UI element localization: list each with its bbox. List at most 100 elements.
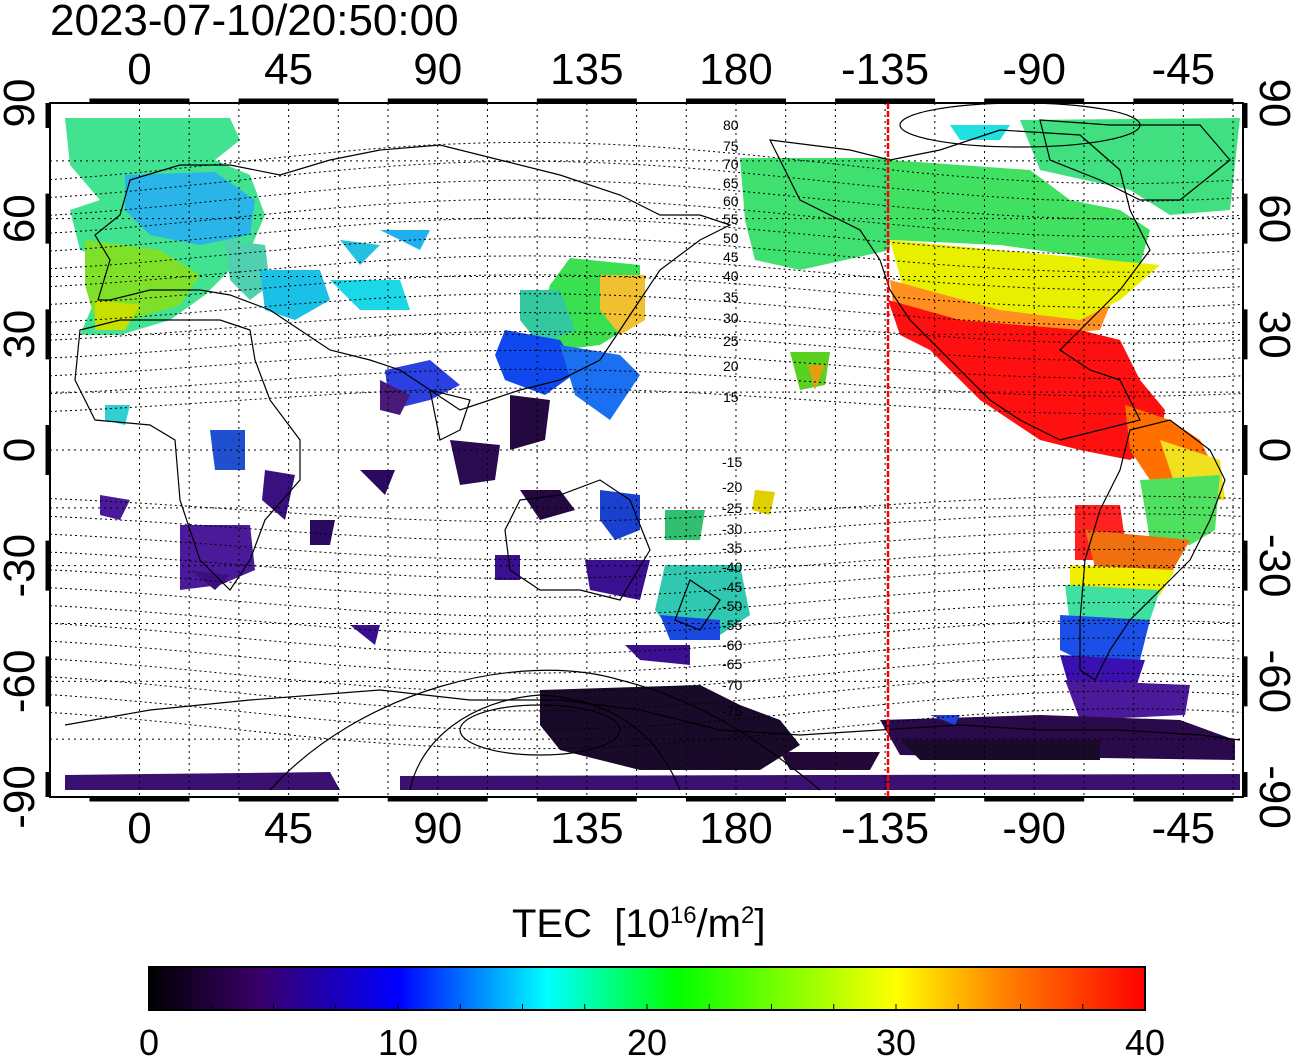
y-tick-label-left: -30 (0, 534, 44, 598)
colorbar-unit-suffix: ] (754, 902, 766, 946)
mlat-label: 15 (723, 389, 739, 405)
magnetic-latitude-contour (50, 368, 1243, 397)
x-tick-label-bottom: 45 (264, 804, 313, 853)
colorbar (148, 966, 1146, 1011)
magnetic-latitude-contour (50, 274, 1243, 309)
y-tick-label-left: 60 (0, 194, 44, 243)
magnetic-latitude-contour (50, 619, 1243, 655)
x-tick-label-top: -90 (1002, 45, 1066, 94)
magnetic-latitude-contour (50, 548, 1243, 580)
x-tick-label-bottom: -135 (841, 804, 929, 853)
colorbar-tick-label: 0 (139, 1022, 159, 1057)
mlat-label: 60 (723, 193, 739, 209)
magnetic-latitude-contour (50, 601, 1243, 636)
magnetic-latitude-contour (50, 655, 1243, 693)
magnetic-latitude-contour (50, 330, 1243, 362)
magnetic-pole-contour-south (459, 704, 621, 756)
x-tick-label-bottom: 0 (127, 804, 151, 853)
magnetic-latitude-labels: 80 75 70 65 60 55 50 45 40 35 30 25 20 15 -15 -20 -25 -30… (722, 117, 742, 719)
y-tick-label-right: 60 (1250, 194, 1294, 243)
magnetic-latitude-contour (50, 387, 1243, 415)
mlat-label: 45 (723, 249, 739, 265)
y-tick-label-right: -60 (1250, 650, 1294, 714)
y-tick-label-left: 90 (0, 79, 44, 128)
colorbar-unit-prefix: [10 (614, 902, 670, 946)
mlat-label: 55 (723, 211, 739, 227)
mlat-label: -75 (722, 703, 742, 719)
mlat-label: -15 (722, 454, 742, 470)
mlat-label: -30 (722, 521, 742, 537)
x-tick-label-top: 90 (413, 45, 462, 94)
colorbar-unit-mid: /m (696, 902, 741, 946)
magnetic-latitude-contour (50, 513, 1243, 542)
mlat-label: 20 (723, 358, 739, 374)
mlat-label: -50 (722, 598, 742, 614)
y-tick-label-left: -60 (0, 650, 44, 714)
magnetic-latitude-contour (50, 637, 1243, 674)
mlat-label: -60 (722, 637, 742, 653)
mlat-label: -55 (722, 617, 742, 633)
x-tick-label-top: 180 (699, 45, 772, 94)
magnetic-latitude-contour (50, 584, 1243, 617)
y-tick-label-left: 0 (0, 438, 44, 462)
magnetic-latitude-contour (50, 531, 1243, 561)
colorbar-title: TEC [1016/m2] (512, 902, 765, 947)
magnetic-latitude-contour (50, 566, 1243, 598)
x-tick-label-top: -45 (1152, 45, 1216, 94)
mlat-label: -35 (722, 540, 742, 556)
y-tick-label-right: -30 (1250, 534, 1294, 598)
mlat-label: -70 (722, 677, 742, 693)
magnetic-latitude-contour (50, 293, 1243, 326)
magnetic-latitude-contour (50, 495, 1243, 523)
x-tick-label-bottom: 180 (699, 804, 772, 853)
magnetic-latitude-contour (50, 255, 1243, 291)
mlat-label: 80 (723, 117, 739, 133)
x-tick-label-bottom: 90 (413, 804, 462, 853)
magnetic-contour-south-outer (269, 669, 821, 791)
mlat-label: 40 (723, 268, 739, 284)
mlat-label: -25 (722, 500, 742, 516)
magnetic-latitude-contour (50, 217, 1243, 255)
y-tick-label-right: -90 (1250, 765, 1294, 829)
colorbar-tick-label: 10 (378, 1022, 418, 1057)
axis-tick-labels: 0 45 90 135 180 -135 -90 -450 45 90 135 180 -135 -90-… (0, 45, 1294, 853)
axis-tick-bars (45, 98, 1248, 802)
x-tick-label-bottom: -45 (1152, 804, 1216, 853)
x-tick-label-bottom: 135 (550, 804, 623, 853)
y-tick-label-left: 30 (0, 310, 44, 359)
mlat-label: -20 (722, 479, 742, 495)
colorbar-tick-label: 30 (876, 1022, 916, 1057)
magnetic-latitude-contour (50, 236, 1243, 273)
mlat-label: 50 (723, 230, 739, 246)
mlat-label: -40 (722, 559, 742, 575)
mlat-label: 70 (723, 156, 739, 172)
colorbar-unit-exponent-2: 2 (740, 902, 755, 929)
colorbar-label: TEC (512, 902, 592, 946)
mlat-label: 25 (723, 333, 739, 349)
tec-data-patches (65, 118, 1240, 790)
magnetic-contour-south-mid (409, 694, 681, 791)
x-tick-label-top: 0 (127, 45, 151, 94)
x-tick-label-bottom: -90 (1002, 804, 1066, 853)
mlat-label: 75 (723, 138, 739, 154)
y-tick-label-right: 0 (1250, 438, 1294, 462)
y-tick-label-left: -90 (0, 765, 44, 829)
magnetic-latitude-contour (50, 312, 1243, 344)
map-title: 2023-07-10/20:50:00 (50, 0, 459, 45)
mlat-label: 35 (723, 289, 739, 305)
colorbar-tick-label: 20 (627, 1022, 667, 1057)
magnetic-latitude-contours (50, 141, 1243, 750)
colorbar-tick-label: 40 (1125, 1022, 1165, 1057)
mlat-label: 30 (723, 310, 739, 326)
x-tick-label-top: 45 (264, 45, 313, 94)
mlat-label: -45 (722, 579, 742, 595)
colorbar-unit-exponent: 16 (669, 902, 697, 929)
y-tick-label-right: 90 (1250, 79, 1294, 128)
colorbar-ticks: 0 10 20 30 40 (139, 1004, 1165, 1057)
mlat-label: -65 (722, 656, 742, 672)
x-tick-label-top: -135 (841, 45, 929, 94)
mlat-label: 65 (723, 175, 739, 191)
x-tick-label-top: 135 (550, 45, 623, 94)
y-tick-label-right: 30 (1250, 310, 1294, 359)
